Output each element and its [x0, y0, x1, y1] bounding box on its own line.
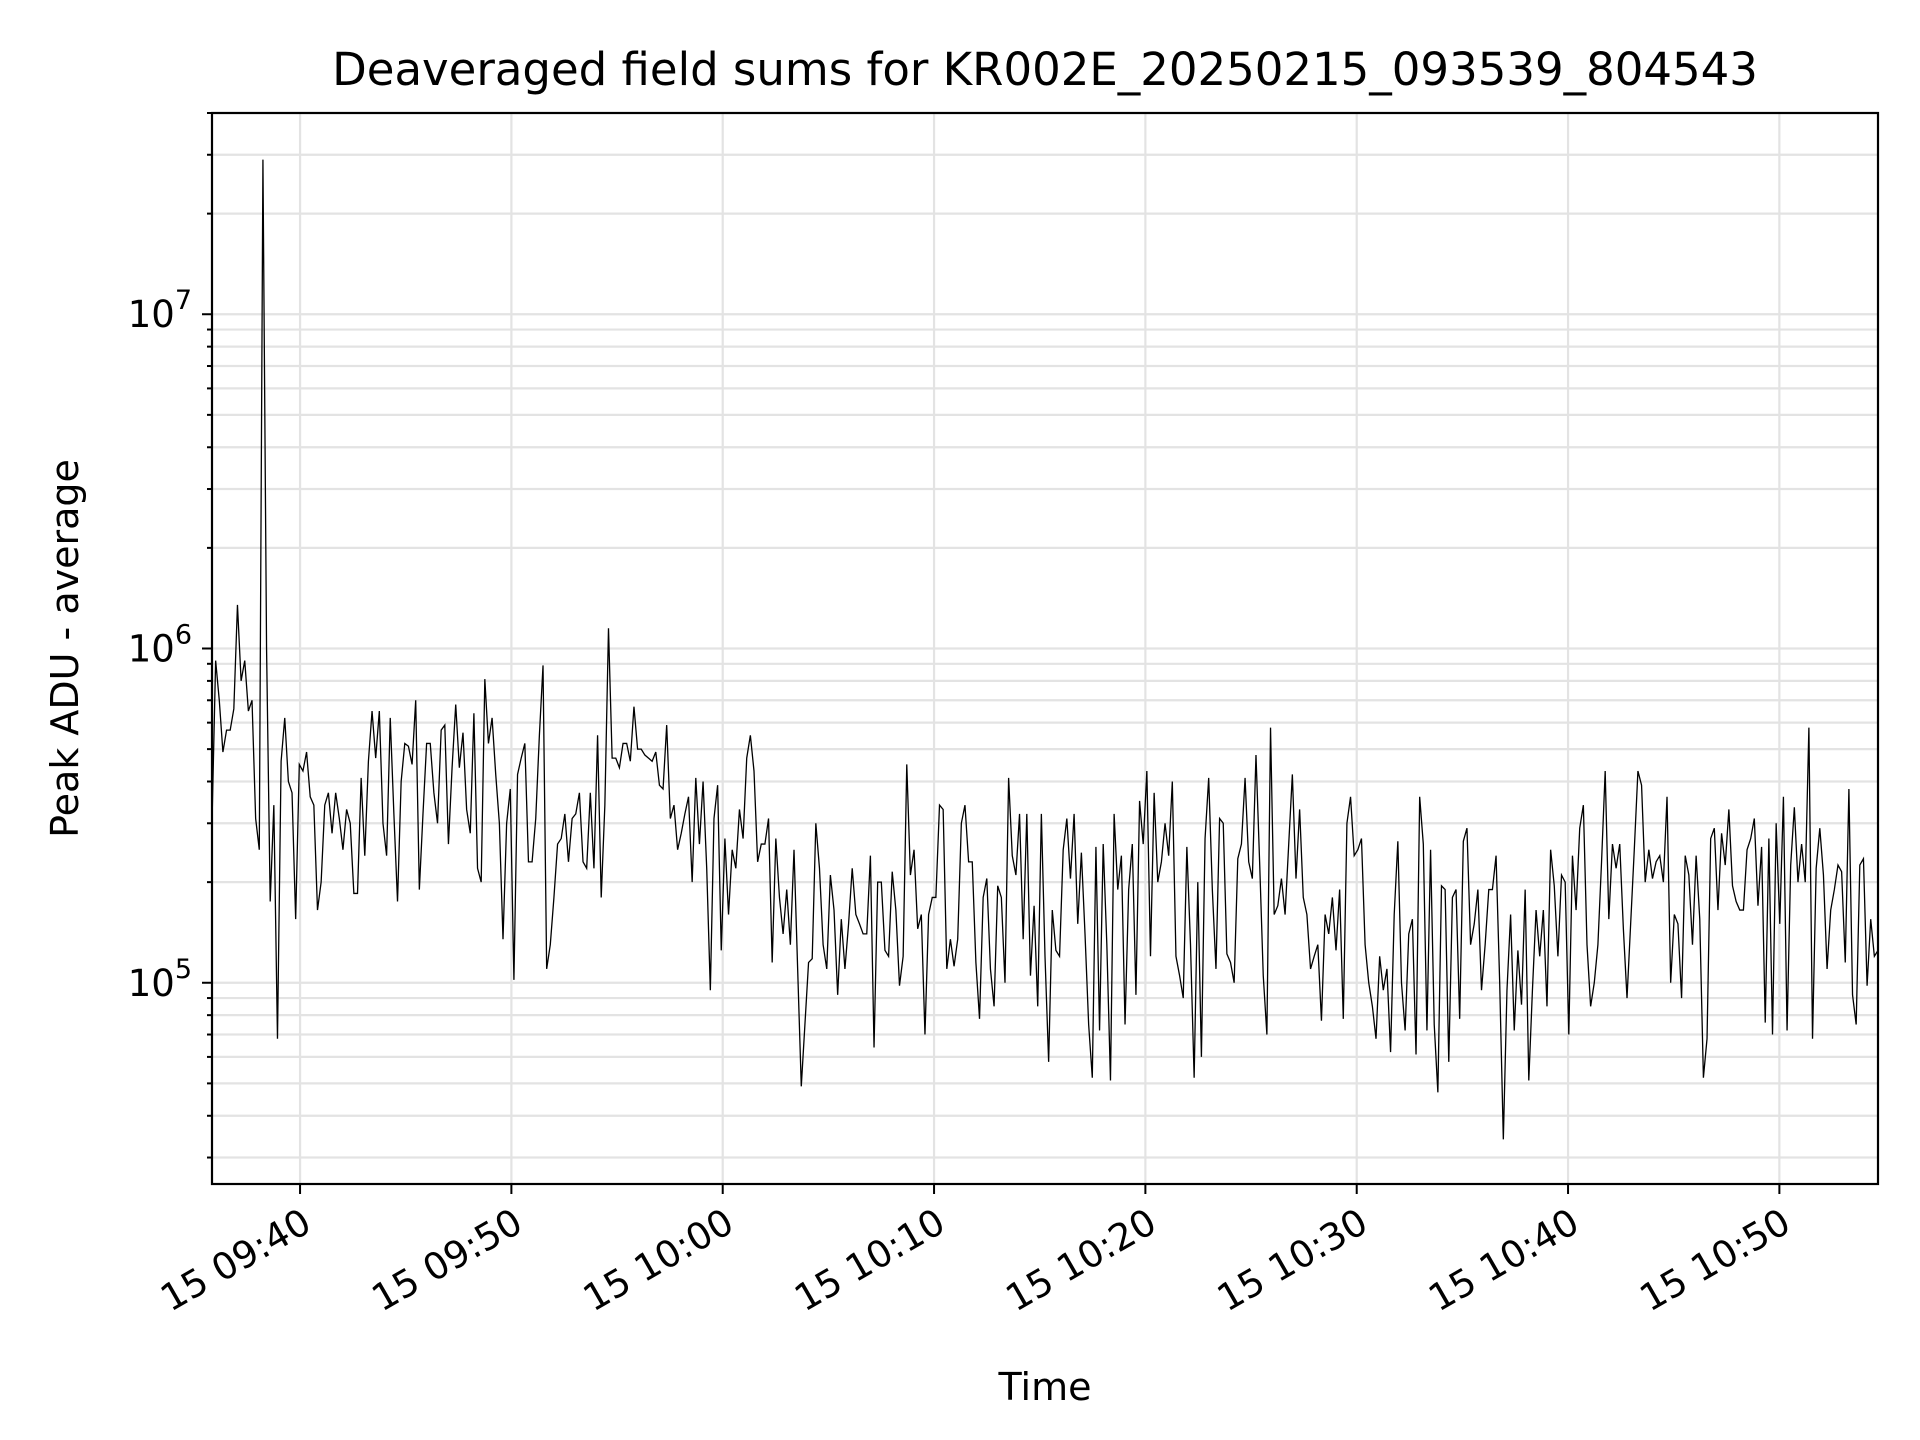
y-tick-label: 106: [128, 620, 192, 671]
axis-ticks: [202, 112, 1781, 1194]
series-layer: [211, 159, 1879, 1140]
y-axis-label: Peak ADU - average: [43, 459, 87, 838]
chart-title: Deaveraged field sums for KR002E_2025021…: [332, 43, 1758, 96]
y-tick-label: 107: [128, 285, 192, 336]
x-axis-label: Time: [998, 1365, 1092, 1409]
y-tick-label: 105: [128, 954, 192, 1005]
series-line: [211, 159, 1879, 1140]
grid: [212, 111, 1878, 1184]
y-tick-labels: 105 106 107: [128, 285, 192, 1005]
